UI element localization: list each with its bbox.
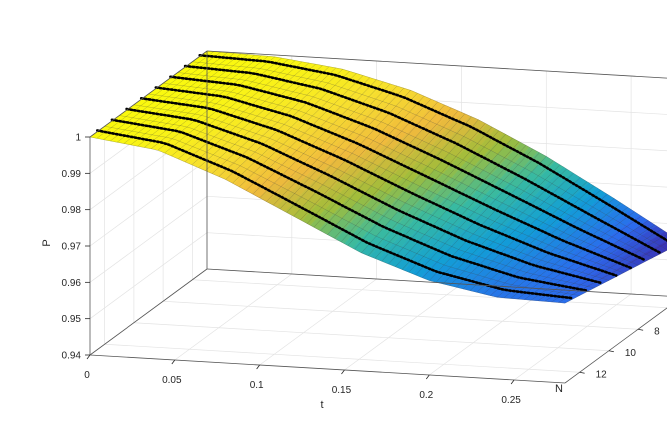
z-tick-label-5: 0.99 (62, 169, 82, 180)
surface-mesh-line (163, 83, 639, 266)
z-tick-label-4: 0.98 (62, 205, 82, 216)
grid-line-floor-n-3 (104, 343, 580, 373)
x-tick-label-3: 0.15 (332, 385, 352, 396)
marker-curve-4 (139, 97, 618, 277)
grid-line-floor-x-2 (259, 278, 377, 366)
grid-line-floor-x-1 (174, 273, 293, 361)
marker-curve-6 (110, 118, 589, 292)
surface-mesh-line (157, 56, 276, 151)
box-edge-top-left (89, 50, 208, 138)
z-tick-label-0: 0.94 (62, 351, 82, 362)
x-tick-mark-5 (510, 379, 515, 385)
surface-mesh-line (119, 115, 595, 289)
x-axis-label: t (320, 399, 323, 411)
grid-line-sidewall-z-2 (89, 196, 208, 283)
surface-mesh-line (148, 93, 624, 273)
x-tick-label-4: 0.2 (419, 390, 433, 401)
grid-line-floor-x-3 (344, 283, 462, 371)
grid-line-floor-n-2 (133, 322, 609, 352)
x-tick-mark-3 (341, 369, 345, 375)
z-axis-label: P (41, 239, 53, 246)
x-tick-mark-0 (86, 354, 91, 360)
surface-mesh-line (104, 126, 580, 296)
surface-patch (658, 240, 667, 251)
n-tick-label-1: 8 (654, 326, 660, 337)
z-tick-label-6: 1 (75, 133, 81, 144)
box-layer (89, 50, 667, 384)
grid-line-floor-n-1 (163, 300, 639, 330)
n-tick-mark-1 (638, 328, 644, 331)
surface-mesh-line (89, 136, 566, 304)
marker-curve-2 (169, 75, 647, 262)
y-axis-label: N (555, 383, 563, 395)
box-edge-left-floor (89, 268, 208, 356)
marker-curve-0 (198, 53, 667, 242)
grid-line-floor-n-0 (192, 279, 667, 309)
n-tick-mark-3 (579, 371, 585, 374)
surface-mesh-line (177, 72, 653, 258)
marker-curve-7 (96, 129, 574, 300)
surface-mesh-line (206, 50, 667, 233)
x-tick-mark-4 (425, 374, 430, 380)
marker-layer (96, 53, 667, 300)
box-edge-back-floor (206, 268, 667, 297)
x-tick-label-5: 0.25 (501, 395, 521, 406)
marker-curve-5 (125, 107, 603, 285)
grid-line-floor-x-4 (429, 288, 547, 376)
x-tick-label-1: 0.05 (162, 375, 182, 386)
box-edge-front (89, 354, 566, 384)
surface-mesh-line (192, 61, 667, 251)
n-tick-mark-2 (608, 350, 614, 353)
x-tick-mark-2 (256, 364, 260, 370)
marker-curve-1 (183, 64, 662, 255)
x-tick-mark-1 (171, 359, 176, 365)
n-tick-label-2: 10 (625, 348, 637, 359)
grid-line-sidewall-z-1 (89, 232, 208, 319)
z-tick-label-2: 0.96 (62, 278, 82, 289)
box-edge-right (564, 307, 667, 384)
box-edge-top-back (206, 50, 667, 79)
grid-line-sidewall-z-3 (89, 159, 208, 247)
n-tick-label-3: 12 (596, 369, 608, 380)
x-tick-label-2: 0.1 (250, 380, 264, 391)
marker-curve-3 (154, 86, 633, 270)
x-tick-label-0: 0 (84, 370, 90, 381)
z-tick-label-3: 0.97 (62, 242, 82, 253)
surface-mesh-line (133, 104, 609, 281)
z-tick-label-1: 0.95 (62, 314, 82, 325)
grid-line-floor-x-5 (513, 293, 632, 381)
